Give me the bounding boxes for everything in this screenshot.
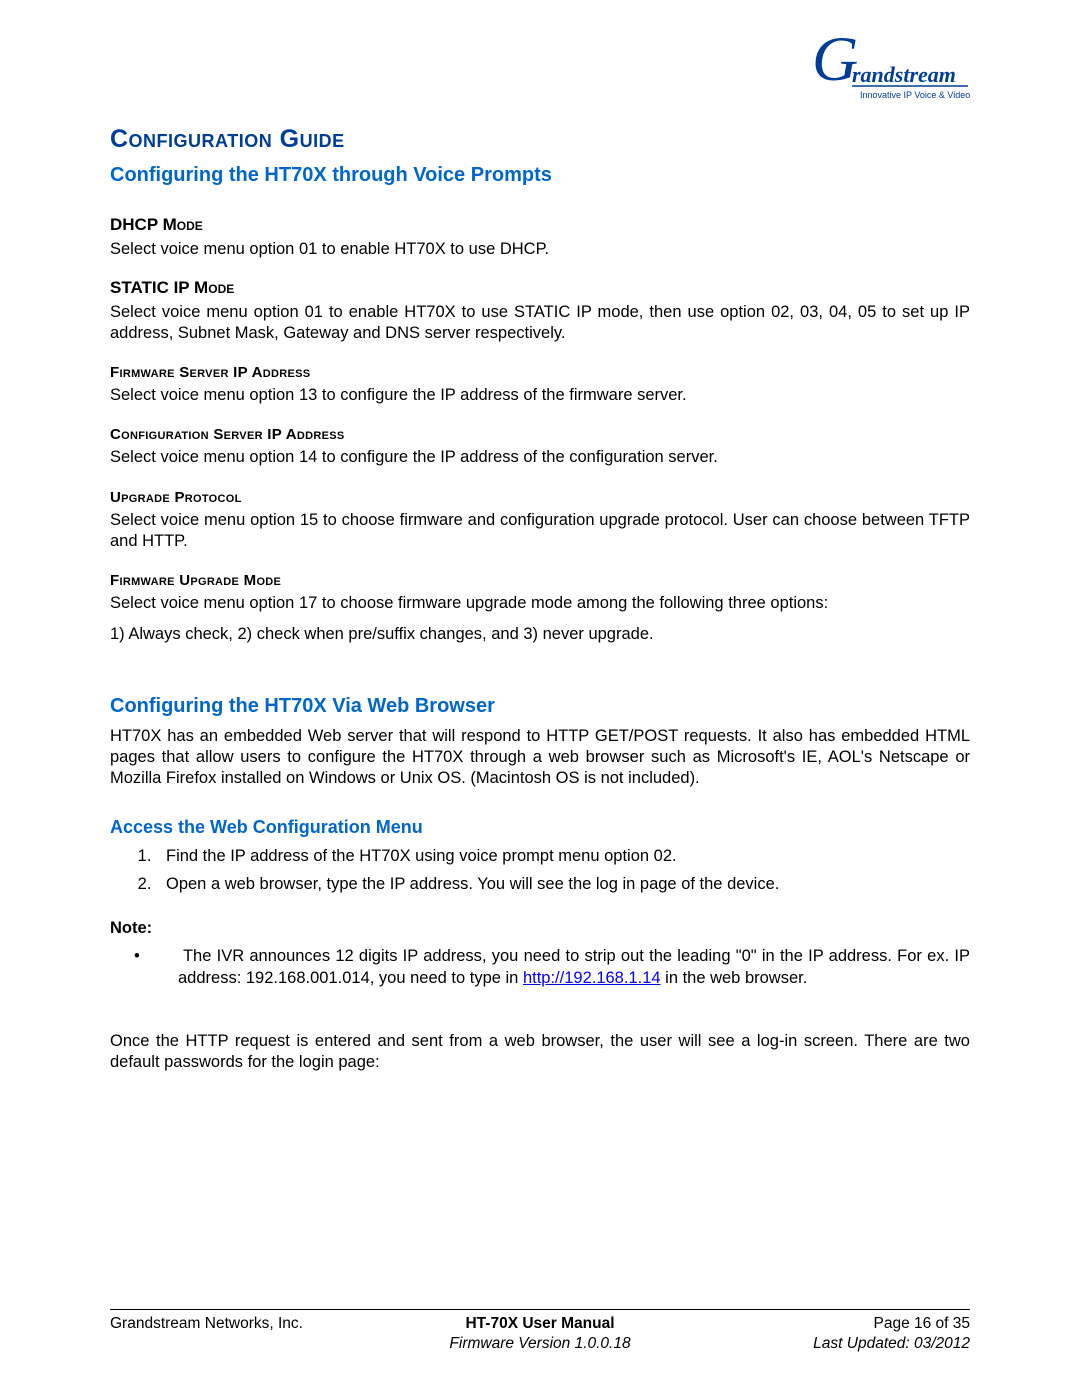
footer-company: Grandstream Networks, Inc. xyxy=(110,1314,397,1333)
footer-rule xyxy=(110,1309,970,1310)
item-body: Select voice menu option 13 to configure… xyxy=(110,385,970,406)
note-item: The IVR announces 12 digits IP address, … xyxy=(156,946,970,988)
footer-firmware: Firmware Version 1.0.0.18 xyxy=(397,1334,684,1353)
closing-paragraph: Once the HTTP request is entered and sen… xyxy=(110,1031,970,1073)
page-title: Configuration Guide xyxy=(110,125,970,154)
brand-logo: G randstream Innovative IP Voice & Video xyxy=(810,30,970,110)
item-body: Select voice menu option 15 to choose fi… xyxy=(110,510,970,552)
item-heading: Configuration Server IP Address xyxy=(110,426,970,443)
note-label: Note: xyxy=(110,919,970,938)
item-body: Select voice menu option 01 to enable HT… xyxy=(110,302,970,344)
ip-example-link[interactable]: http://192.168.1.14 xyxy=(523,969,661,987)
config-item-firmware-upgrade-mode: Firmware Upgrade Mode Select voice menu … xyxy=(110,572,970,645)
footer-manual: HT-70X User Manual xyxy=(397,1314,684,1333)
page-footer: Grandstream Networks, Inc. HT-70X User M… xyxy=(110,1309,970,1353)
config-item-firmware-server: Firmware Server IP Address Select voice … xyxy=(110,364,970,406)
item-heading: Firmware Server IP Address xyxy=(110,364,970,381)
svg-text:Innovative IP Voice & Video: Innovative IP Voice & Video xyxy=(860,90,970,100)
footer-page: Page 16 of 35 xyxy=(683,1314,970,1333)
item-heading: DHCP Mode xyxy=(110,215,970,235)
section-heading-web-browser: Configuring the HT70X Via Web Browser xyxy=(110,695,970,718)
access-steps-list: Find the IP address of the HT70X using v… xyxy=(156,844,970,897)
config-item-config-server: Configuration Server IP Address Select v… xyxy=(110,426,970,468)
config-item-static-ip: STATIC IP Mode Select voice menu option … xyxy=(110,278,970,344)
item-heading: STATIC IP Mode xyxy=(110,278,970,298)
list-item: Find the IP address of the HT70X using v… xyxy=(156,844,970,870)
list-item: Open a web browser, type the IP address.… xyxy=(156,872,970,898)
item-body: Select voice menu option 01 to enable HT… xyxy=(110,239,970,260)
footer-updated: Last Updated: 03/2012 xyxy=(683,1334,970,1353)
config-item-dhcp: DHCP Mode Select voice menu option 01 to… xyxy=(110,215,970,260)
section-heading-voice-prompts: Configuring the HT70X through Voice Prom… xyxy=(110,164,970,187)
section-intro: HT70X has an embedded Web server that wi… xyxy=(110,726,970,789)
note-list: The IVR announces 12 digits IP address, … xyxy=(156,946,970,988)
item-body: Select voice menu option 14 to configure… xyxy=(110,447,970,468)
svg-text:randstream: randstream xyxy=(852,62,956,87)
document-page: G randstream Innovative IP Voice & Video… xyxy=(0,0,1080,1397)
subsection-heading-access: Access the Web Configuration Menu xyxy=(110,817,970,838)
config-item-upgrade-protocol: Upgrade Protocol Select voice menu optio… xyxy=(110,489,970,552)
note-text-post: in the web browser. xyxy=(661,969,808,987)
item-heading: Upgrade Protocol xyxy=(110,489,970,506)
item-body: Select voice menu option 17 to choose fi… xyxy=(110,593,970,614)
item-body-extra: 1) Always check, 2) check when pre/suffi… xyxy=(110,624,970,645)
item-heading: Firmware Upgrade Mode xyxy=(110,572,970,589)
